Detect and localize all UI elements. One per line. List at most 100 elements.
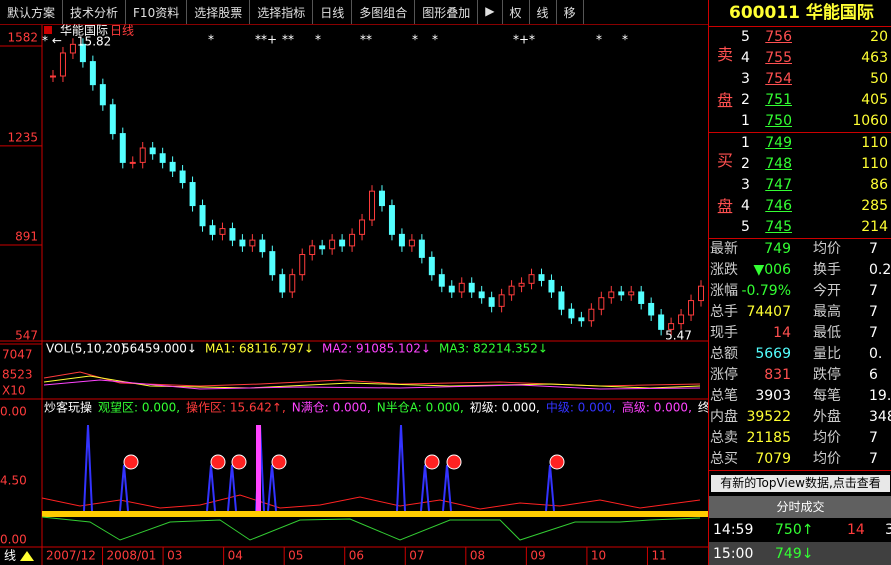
stat-value: 7 [869, 283, 878, 299]
candle [89, 61, 96, 86]
trade-row: 15:00 749↓ [709, 542, 891, 565]
stats: 最新 749 均价 7 涨跌 ▼006 换手 0.2 涨幅 -0.79% 今开 7 总手 74407 最高 7… [709, 239, 891, 471]
volume-axis-label: 8523 [2, 368, 33, 382]
candle [618, 291, 625, 296]
candle [359, 219, 366, 235]
volume: 86 [870, 177, 888, 193]
stat-label: 换手 [813, 262, 841, 278]
price: 751 [765, 92, 792, 108]
stat-value: 749 [764, 241, 791, 257]
stat-label: 现手 [710, 325, 738, 341]
stat-row: 总买 7079 均价 7 [709, 449, 891, 470]
low-label: 5.47 [665, 329, 692, 343]
trade-volume: 14 [847, 522, 865, 538]
price: 748 [765, 156, 792, 172]
stat-value: 6 [869, 367, 878, 383]
toolbar-button[interactable]: 移 [557, 0, 584, 24]
candle [69, 43, 76, 54]
candle [129, 161, 136, 164]
book-row: 3 747 86 [709, 175, 891, 196]
stat-row: 涨停 831 跌停 6 [709, 365, 891, 386]
y-tick-label: 1235 [7, 130, 38, 144]
book-row: 5 756 20 [709, 27, 891, 48]
candle [528, 274, 535, 284]
y-tick-label: 891 [15, 229, 38, 243]
volume-item: MA2: 91085.102↓ [322, 342, 431, 356]
side-label: 盘 [717, 91, 734, 110]
stat-label: 外盘 [813, 409, 841, 425]
candle [568, 308, 575, 319]
svg-text:**: ** [282, 33, 294, 47]
triangle [20, 551, 34, 561]
candle [578, 317, 585, 322]
candle [99, 84, 106, 106]
stat-value: 7079 [755, 451, 791, 467]
indicator-axis-label: 4.50 [0, 474, 27, 488]
candle [119, 133, 126, 163]
high-label: 15.82 [77, 35, 111, 49]
trade-time: 15:00 [713, 546, 754, 562]
svg-text:*: * [596, 33, 602, 47]
candle [548, 279, 555, 293]
stat-label: 最低 [813, 325, 841, 341]
indicator-item: 中级: 0.000, [546, 400, 616, 415]
stat-label: 总额 [710, 346, 738, 362]
side-label: 买 [717, 151, 734, 170]
stock-title: 600011 华能国际 [709, 0, 891, 27]
date-label: 08 [470, 549, 485, 563]
toolbar-button[interactable]: 选择指标 [250, 0, 314, 24]
candle [159, 153, 166, 163]
candle [239, 239, 246, 247]
trades-title[interactable]: 分时成交 [709, 496, 891, 518]
date-label: 03 [167, 549, 182, 563]
candle [498, 294, 505, 307]
trade-row: 14:59 750↑ 14 3 [709, 518, 891, 542]
toolbar-button[interactable]: 图形叠加 [415, 0, 479, 24]
toolbar-button[interactable]: 选择股票 [187, 0, 251, 24]
stat-value: 7 [869, 241, 878, 257]
candle [279, 274, 286, 293]
svg-text:*: * [412, 33, 418, 47]
side-label: 盘 [717, 197, 734, 216]
sell-book: 卖盘 5 756 20 4 755 463 3 754 50 2 751 405 1 750 1060 [709, 27, 891, 133]
stat-label: 均价 [813, 451, 841, 467]
candle [648, 302, 655, 316]
date-label: 09 [530, 549, 545, 563]
stat-value: 39522 [746, 409, 791, 425]
toolbar-button[interactable]: 默认方案 [0, 0, 64, 24]
svg-text:**: ** [360, 33, 372, 47]
stat-row: 内盘 39522 外盘 348 [709, 407, 891, 428]
date-label: 2007/12 [46, 549, 96, 563]
chart-title: 华能国际 [60, 24, 108, 38]
stat-value: 74407 [746, 304, 791, 320]
stat-value: 0. [869, 346, 883, 362]
candle [319, 245, 326, 250]
stat-label: 涨停 [710, 367, 738, 383]
price: 754 [765, 71, 792, 87]
candle [448, 285, 455, 293]
candle [189, 182, 196, 207]
chart-area: 华能国际 日线 * ← * **+ ** * ** * * *+* * * 线 1582123589… [0, 24, 708, 565]
volume-item: MA3: 82214.352↓ [439, 342, 548, 356]
date-label: 04 [228, 549, 243, 563]
stat-row: 总笔 3903 每笔 19. [709, 386, 891, 407]
stat-value: 7 [869, 304, 878, 320]
toolbar-button[interactable]: 技术分析 [63, 0, 127, 24]
stock-name: 华能国际 [805, 3, 874, 23]
candle [628, 291, 635, 296]
candle [398, 233, 405, 247]
level: 1 [741, 135, 750, 151]
toolbar-button[interactable]: 日线 [313, 0, 353, 24]
toolbar-button[interactable]: 线 [530, 0, 557, 24]
volume: 1060 [852, 113, 888, 129]
stat-value: 3903 [755, 388, 791, 404]
toolbar-button[interactable]: ▶ [478, 0, 503, 24]
topview-button[interactable]: 有新的TopView数据,点击查看 [711, 475, 890, 492]
toolbar-button[interactable]: 权 [503, 0, 530, 24]
toolbar-button[interactable]: F10资料 [126, 0, 188, 24]
candle [329, 239, 336, 250]
level: 5 [741, 219, 750, 235]
book-row: 5 745 214 [709, 217, 891, 238]
buy-book: 买盘 1 749 110 2 748 110 3 747 86 4 746 285 5 745 214 [709, 133, 891, 239]
toolbar-button[interactable]: 多图组合 [352, 0, 416, 24]
